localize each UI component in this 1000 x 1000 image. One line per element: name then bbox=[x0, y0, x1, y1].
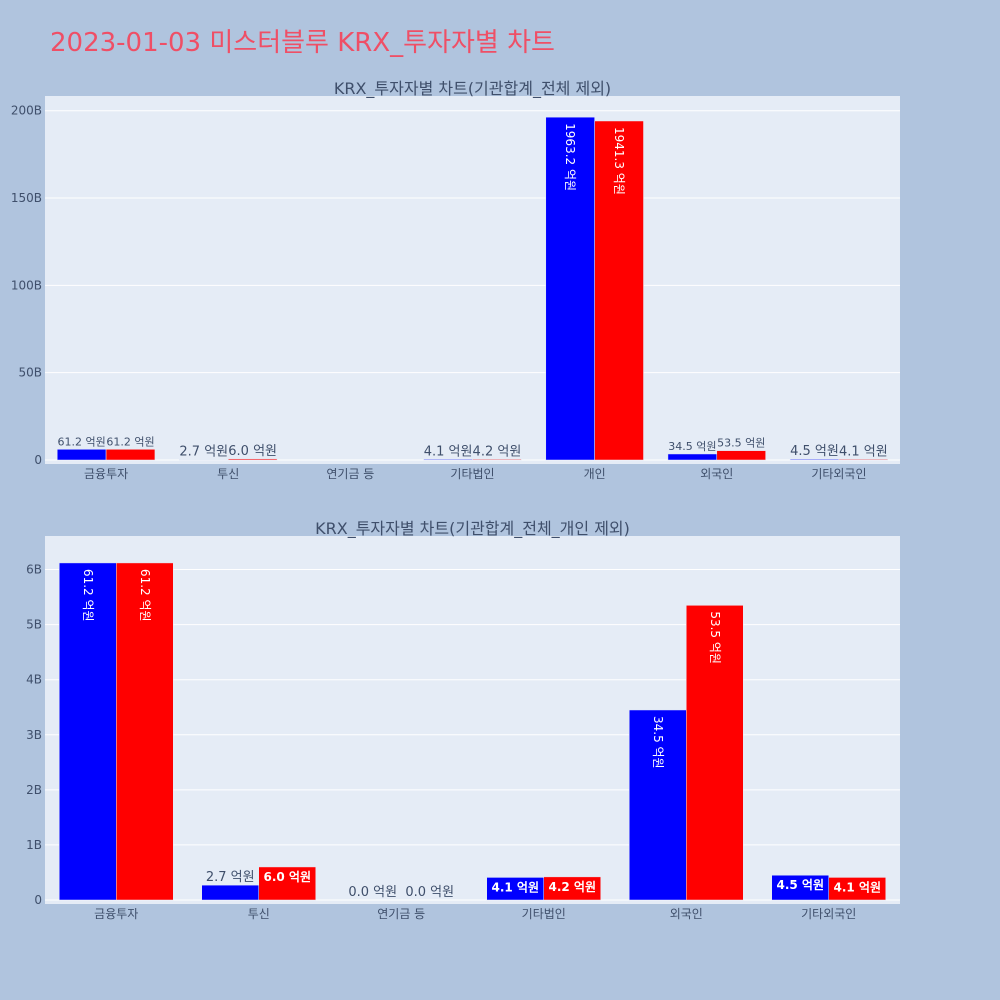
bar-blue bbox=[629, 709, 687, 901]
x-tick-label: 기타법인 bbox=[450, 467, 494, 481]
x-tick-label: 기타외국인 bbox=[811, 467, 866, 481]
data-label: 4.5 억원 bbox=[776, 878, 824, 892]
data-label: 4.1 억원 bbox=[491, 880, 539, 894]
y-tick-label: 150B bbox=[11, 191, 42, 205]
chart-title: KRX_투자자별 차트(기관합계_전체 제외) bbox=[334, 79, 611, 99]
data-label: 1941.3 억원 bbox=[612, 127, 626, 195]
y-tick-label: 6B bbox=[26, 563, 42, 577]
data-label: 4.2 억원 bbox=[473, 444, 522, 459]
data-label: 53.5 억원 bbox=[717, 437, 765, 450]
data-label: 61.2 억원 bbox=[81, 569, 95, 622]
chart-title: KRX_투자자별 차트(기관합계_전체_개인 제외) bbox=[315, 519, 630, 539]
data-label: 4.2 억원 bbox=[548, 880, 596, 894]
bar-blue bbox=[667, 453, 718, 461]
data-label: 2.7 억원 bbox=[179, 445, 228, 460]
data-label: 61.2 억원 bbox=[106, 435, 154, 448]
x-tick-label: 금융투자 bbox=[94, 907, 138, 921]
y-tick-label: 50B bbox=[18, 366, 42, 380]
y-tick-label: 0 bbox=[34, 893, 42, 907]
data-label: 6.0 억원 bbox=[228, 444, 277, 459]
data-label: 2.7 억원 bbox=[206, 870, 255, 885]
bar-blue bbox=[423, 459, 473, 461]
y-tick-label: 200B bbox=[11, 104, 42, 118]
data-label: 34.5 억원 bbox=[651, 716, 665, 769]
bar-red bbox=[472, 459, 522, 461]
data-label: 6.0 억원 bbox=[263, 870, 311, 884]
y-tick-label: 5B bbox=[26, 618, 42, 632]
chart-1: 0 50B 100B 150B 200B KRX_투자자별 차트(기관합계_전체 제외) 금… bbox=[11, 79, 900, 481]
bar-blue bbox=[771, 874, 829, 901]
x-tick-label: 투신 bbox=[217, 467, 239, 481]
x-tick-label: 개인 bbox=[584, 467, 606, 481]
bar-blue bbox=[201, 884, 259, 901]
bar-red bbox=[227, 458, 278, 461]
data-label: 1963.2 억원 bbox=[563, 123, 577, 191]
bar-red bbox=[105, 449, 156, 461]
bar-blue bbox=[789, 458, 840, 461]
x-tick-label: 연기금 등 bbox=[377, 907, 425, 921]
x-tick-label: 금융투자 bbox=[84, 467, 128, 481]
y-tick-label: 4B bbox=[26, 673, 42, 687]
x-tick-label: 연기금 등 bbox=[326, 467, 374, 481]
bar-blue bbox=[56, 449, 107, 461]
x-tick-label: 외국인 bbox=[700, 467, 733, 481]
x-tick-label: 기타법인 bbox=[522, 907, 566, 921]
bar-blue bbox=[545, 116, 595, 461]
data-label: 61.2 억원 bbox=[138, 569, 152, 622]
data-label: 4.1 억원 bbox=[833, 880, 881, 894]
page-title: 2023-01-03 미스터블루 KRX_투자자별 차트 bbox=[50, 28, 555, 58]
bar-blue bbox=[59, 562, 117, 901]
data-label: 4.1 억원 bbox=[839, 444, 888, 459]
data-label: 4.1 억원 bbox=[424, 444, 473, 459]
bar-red bbox=[594, 120, 644, 461]
bar-red bbox=[543, 876, 601, 901]
x-tick-label: 기타외국인 bbox=[801, 907, 856, 921]
x-tick-label: 외국인 bbox=[670, 907, 703, 921]
bar-red bbox=[716, 450, 766, 461]
bar-red bbox=[116, 562, 174, 901]
y-tick-label: 3B bbox=[26, 728, 42, 742]
data-label: 4.5 억원 bbox=[790, 444, 839, 459]
y-tick-label: 100B bbox=[11, 278, 42, 292]
x-tick-label: 투신 bbox=[248, 907, 270, 921]
chart-2: 0 1B 2B 3B 4B 5B 6B KRX_투자자별 차트(기관합계_전체_개인 제외) 금… bbox=[26, 519, 900, 921]
bar-red bbox=[258, 866, 316, 901]
plot-area bbox=[45, 96, 900, 464]
y-tick-label: 1B bbox=[26, 838, 42, 852]
plot-area bbox=[45, 536, 900, 904]
bar-red bbox=[686, 605, 744, 901]
bar-red bbox=[838, 459, 889, 461]
y-tick-label: 0 bbox=[34, 453, 42, 467]
bar-red bbox=[828, 877, 886, 901]
data-label: 0.0 억원 bbox=[405, 885, 454, 900]
data-label: 53.5 억원 bbox=[708, 611, 722, 664]
y-tick-label: 2B bbox=[26, 783, 42, 797]
data-label: 61.2 억원 bbox=[58, 435, 106, 448]
data-label: 0.0 억원 bbox=[348, 885, 397, 900]
data-label: 34.5 억원 bbox=[668, 440, 716, 453]
